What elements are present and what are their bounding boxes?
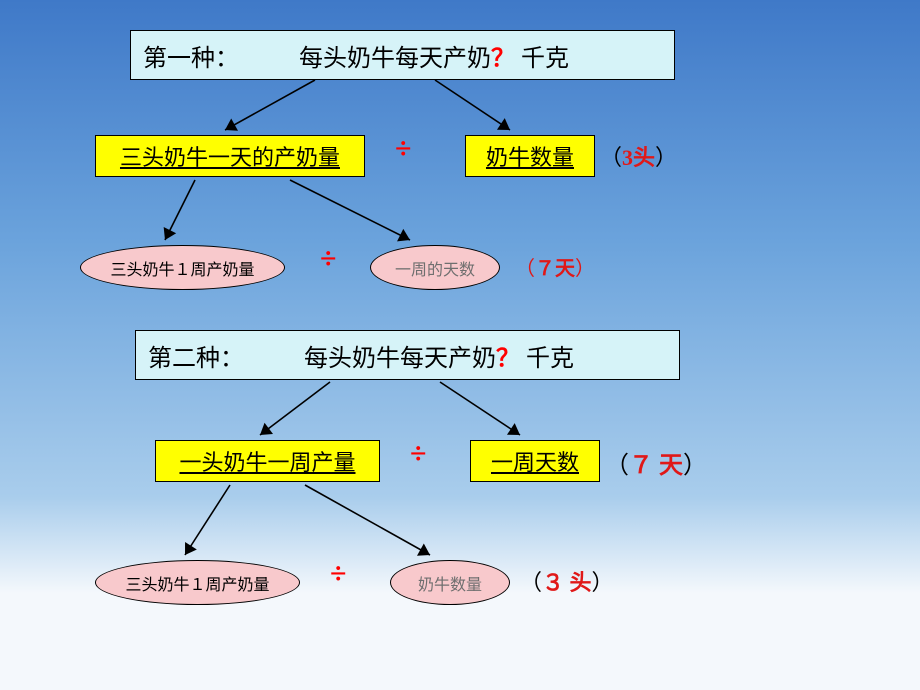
annotation-part: （ <box>605 453 629 479</box>
cow_count_1-label: 奶牛数量 <box>486 140 574 172</box>
arrowhead-1 <box>497 118 510 130</box>
one_cow_week-label: 一头奶牛一周产量 <box>179 445 355 477</box>
title2-part: 第二种： <box>148 338 244 373</box>
operator-op3: ÷ <box>410 437 426 471</box>
edge-5 <box>440 382 520 435</box>
annotation-part: ） <box>683 453 707 479</box>
edge-1 <box>435 80 510 130</box>
title1-part: 每头奶牛每天产奶 <box>299 38 491 73</box>
edge-7 <box>305 485 430 555</box>
three_cows_week_2-label: 三头奶牛１周产奶量 <box>125 571 269 595</box>
annotation-a2: （７天） <box>515 252 595 281</box>
week_days_1-label: 一周的天数 <box>395 256 475 280</box>
arrowhead-5 <box>507 423 520 435</box>
annotation-part: 3头 <box>622 145 655 170</box>
annotation-part: ７天 <box>535 258 575 280</box>
annotation-part: （ <box>520 570 542 595</box>
annotation-part: （ <box>515 258 535 280</box>
annotation-part: （ <box>600 145 622 170</box>
annotation-part: ７ <box>629 453 653 479</box>
operator-op2: ÷ <box>320 242 336 276</box>
cow_count_2-label: 奶牛数量 <box>418 571 482 595</box>
edge-6 <box>185 485 230 555</box>
week_days_2: 一周天数 <box>470 440 600 482</box>
title1-part: 千克 <box>521 38 569 73</box>
edge-4 <box>260 382 330 435</box>
week_days_2-label: 一周天数 <box>491 445 579 477</box>
annotation-part: ３ <box>542 570 564 595</box>
annotation-part: ） <box>575 258 595 280</box>
three_cows_day-label: 三头奶牛一天的产奶量 <box>120 140 340 172</box>
arrowhead-6 <box>185 542 197 555</box>
operator-op4: ÷ <box>330 557 346 591</box>
three_cows_week_1: 三头奶牛１周产奶量 <box>80 245 285 290</box>
cow_count_1: 奶牛数量 <box>465 135 595 177</box>
annotation-a1: （3头） <box>600 140 677 172</box>
three_cows_day: 三头奶牛一天的产奶量 <box>95 135 365 177</box>
title2: 第二种： 每头奶牛每天产奶？千克 <box>135 330 680 380</box>
week_days_1: 一周的天数 <box>370 245 500 290</box>
title2-part: 每头奶牛每天产奶 <box>304 338 496 373</box>
edge-0 <box>225 80 315 130</box>
arrowhead-0 <box>225 119 238 131</box>
title2-part: ？ <box>496 338 520 373</box>
annotation-part: 天 <box>653 453 683 479</box>
title1-part: ？ <box>491 38 515 73</box>
cow_count_2: 奶牛数量 <box>390 560 510 605</box>
title2-part: 千克 <box>526 338 574 373</box>
title1-part: 第一种： <box>143 38 239 73</box>
annotation-a3: （７ 天） <box>605 445 707 480</box>
annotation-part: 头 <box>564 570 592 595</box>
title1: 第一种： 每头奶牛每天产奶？千克 <box>130 30 675 80</box>
arrowhead-2 <box>164 227 177 240</box>
annotation-a4: （３ 头） <box>520 565 614 597</box>
arrowhead-4 <box>260 423 273 435</box>
one_cow_week: 一头奶牛一周产量 <box>155 440 380 482</box>
edge-2 <box>165 180 195 240</box>
operator-op1: ÷ <box>395 132 411 166</box>
edge-3 <box>290 180 410 240</box>
annotation-part: ） <box>592 570 614 595</box>
three_cows_week_2: 三头奶牛１周产奶量 <box>95 560 300 605</box>
annotation-part: ） <box>655 145 677 170</box>
arrowhead-7 <box>417 544 430 556</box>
three_cows_week_1-label: 三头奶牛１周产奶量 <box>110 256 254 280</box>
arrowhead-3 <box>397 229 410 242</box>
